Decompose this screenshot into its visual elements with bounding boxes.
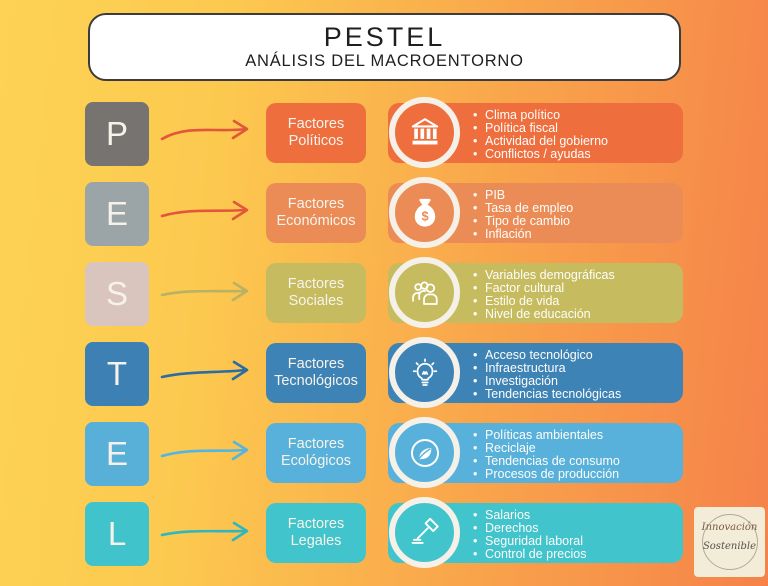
bank-icon [389,97,460,168]
row-factores-ecologicos: E Factores Ecológicos Políticas ambienta… [0,417,768,488]
people-icon [389,257,460,328]
leaf-icon [389,417,460,488]
bullet-item: Clima político [472,108,677,122]
arrow-icon [160,440,249,461]
factor-label-line2: Ecológicos [280,453,352,469]
money-bag-icon: $ [389,177,460,248]
wreath-icon [702,514,758,570]
bullet-item: Tipo de cambio [472,215,677,228]
bullet-item: Acceso tecnológico [472,348,677,362]
factor-box-legales: Factores Legales [266,503,366,563]
letter-tile-p: P [85,102,149,166]
letter-tile-e2: E [85,422,149,486]
bullet-item: Tasa de empleo [472,201,677,215]
factor-label-line1: Factores [287,436,345,452]
factor-label-line2: Tecnológicos [274,373,358,389]
factor-box-ecologicos: Factores Ecológicos [266,423,366,483]
bullet-item: Reciclaje [472,441,677,455]
factor-label-line1: Factores [287,196,345,212]
bullet-item: Actividad del gobierno [472,135,677,148]
factor-box-tecnologicos: Factores Tecnológicos [266,343,366,403]
letter-tile-e1: E [85,182,149,246]
bullet-item: Inflación [472,228,677,241]
logo-text: Innovación Sostenible [694,521,765,553]
logo-line2: Sostenible [702,541,757,552]
bullet-item: Investigación [472,375,677,388]
bullet-item: Derechos [472,521,677,535]
factor-box-sociales: Factores Sociales [266,263,366,323]
factor-label-line1: Factores [287,116,345,132]
gavel-icon [389,497,460,568]
row-factores-politicos: P Factores Políticos Clima político Polí… [0,97,768,168]
page-title: PESTEL [323,22,446,52]
bullet-item: Salarios [472,508,677,522]
svg-text:$: $ [421,208,428,223]
row-factores-tecnologicos: T Factores Tecnológicos [0,337,768,408]
row-factores-economicos: E Factores Económicos $ PIB Tasa de empl… [0,177,768,248]
bulb-icon [389,337,460,408]
bullet-list: PIB Tasa de empleo Tipo de cambio Inflac… [388,183,683,246]
bullet-item: Nivel de educación [472,308,677,321]
bullet-item: Infraestructura [472,361,677,375]
bullet-item: Factor cultural [472,281,677,295]
bullet-item: Procesos de producción [472,468,677,481]
letter-tile-l: L [85,502,149,566]
bullet-list: Salarios Derechos Seguridad laboral Cont… [388,503,683,566]
factor-label-line2: Sociales [288,293,344,309]
bullet-item: Variables demográficas [472,268,677,282]
factor-label-line2: Legales [290,533,342,549]
bullet-item: PIB [472,188,677,202]
factor-box-economicos: Factores Económicos [266,183,366,243]
factor-box-politicos: Factores Políticos [266,103,366,163]
innovacion-sostenible-logo: Innovación Sostenible [694,507,765,577]
arrow-icon [160,119,249,141]
arrow-icon [160,360,249,381]
factor-label-line2: Políticos [288,133,344,149]
bullet-item: Tendencias de consumo [472,455,677,468]
bullet-item: Conflictos / ayudas [472,148,677,161]
bullet-item: Tendencias tecnológicas [472,388,677,401]
logo-line1: Innovación [701,522,758,533]
bullet-item: Control de precios [472,548,677,561]
page-subtitle: ANÁLISIS DEL MACROENTORNO [245,52,524,70]
arrow-icon [160,521,249,542]
factor-label-line1: Factores [287,276,345,292]
bullet-list: Variables demográficas Factor cultural E… [388,263,683,326]
bullet-item: Estilo de vida [472,295,677,308]
factor-label-line2: Económicos [276,213,356,229]
letter-tile-t: T [85,342,149,406]
bullet-list: Acceso tecnológico Infraestructura Inves… [388,343,683,406]
title-box: PESTEL ANÁLISIS DEL MACROENTORNO [88,13,681,81]
arrow-icon [160,281,249,302]
bullet-item: Seguridad laboral [472,535,677,548]
factor-label-line1: Factores [287,516,345,532]
letter-tile-s: S [85,262,149,326]
row-factores-legales: L Factores Legales Salarios Derechos [0,497,768,568]
arrow-icon [160,200,249,221]
bullet-list: Políticas ambientales Reciclaje Tendenci… [388,423,683,486]
bullet-item: Política fiscal [472,121,677,135]
factor-label-line1: Factores [287,356,345,372]
bullet-item: Políticas ambientales [472,428,677,442]
row-factores-sociales: S Factores Sociales Variab [0,257,768,328]
bullet-list: Clima político Política fiscal Actividad… [388,103,683,166]
